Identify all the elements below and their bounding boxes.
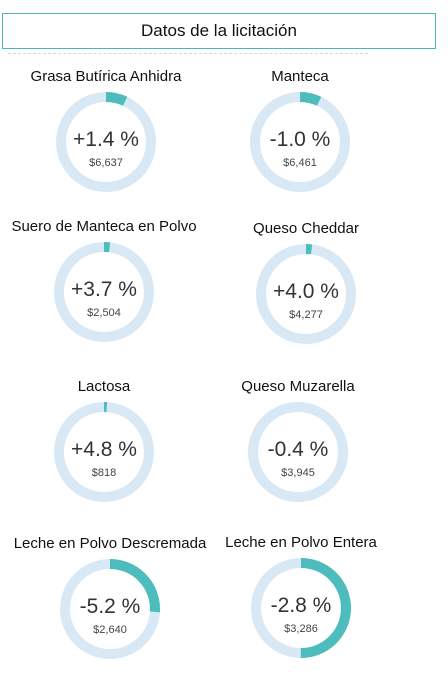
donut-ring xyxy=(56,92,156,192)
price-value: $2,504 xyxy=(87,307,121,319)
donut-ring xyxy=(250,92,350,192)
card-label: Suero de Manteca en Polvo xyxy=(11,218,197,235)
ring-track xyxy=(248,402,348,502)
change-percent: -0.4 % xyxy=(267,438,329,461)
donut-ring xyxy=(54,242,154,342)
ring-fill xyxy=(256,244,356,344)
card-queso-muzarella[interactable]: Queso Muzarella -0.4 % $3,945 xyxy=(198,378,398,528)
donut-ring xyxy=(248,402,348,502)
card-lactosa[interactable]: Lactosa +4.8 % $818 xyxy=(4,378,204,528)
ring-fill xyxy=(54,242,154,342)
change-percent: -5.2 % xyxy=(79,595,141,618)
card-manteca[interactable]: Manteca -1.0 % $6,461 xyxy=(200,68,400,218)
header-divider xyxy=(8,53,368,54)
price-value: $3,945 xyxy=(281,467,315,479)
change-percent: -1.0 % xyxy=(269,128,331,151)
card-label: Lactosa xyxy=(77,378,131,395)
card-label: Queso Muzarella xyxy=(241,378,355,395)
change-percent: -2.8 % xyxy=(270,594,332,617)
donut-ring xyxy=(251,558,351,658)
page-title: Datos de la licitación xyxy=(141,21,297,40)
donut-ring xyxy=(54,402,154,502)
change-percent: +4.0 % xyxy=(273,280,339,303)
price-value: $818 xyxy=(91,467,117,479)
change-percent: +4.8 % xyxy=(71,438,137,461)
price-value: $3,286 xyxy=(284,623,318,635)
card-label: Queso Cheddar xyxy=(253,220,359,237)
card-suero-manteca[interactable]: Suero de Manteca en Polvo +3.7 % $2,504 xyxy=(4,218,204,368)
change-percent: +1.4 % xyxy=(73,128,139,151)
card-label: Manteca xyxy=(271,68,329,85)
card-label: Leche en Polvo Entera xyxy=(225,534,377,551)
price-value: $2,640 xyxy=(93,624,127,636)
card-label: Leche en Polvo Descremada xyxy=(13,535,207,552)
ring-fill xyxy=(56,92,156,192)
price-value: $4,277 xyxy=(289,309,323,321)
page-title-box: Datos de la licitación xyxy=(2,13,436,49)
card-queso-cheddar[interactable]: Queso Cheddar +4.0 % $4,277 xyxy=(206,220,406,370)
ring-fill xyxy=(54,402,154,502)
ring-fill xyxy=(251,558,351,658)
ring-fill xyxy=(60,559,160,659)
card-label: Grasa Butírica Anhidra xyxy=(30,68,182,85)
price-value: $6,637 xyxy=(89,157,123,169)
ring-fill xyxy=(250,92,350,192)
price-value: $6,461 xyxy=(283,157,317,169)
card-leche-entera[interactable]: Leche en Polvo Entera -2.8 % $3,286 xyxy=(201,534,401,684)
card-grasa-butirica[interactable]: Grasa Butírica Anhidra +1.4 % $6,637 xyxy=(6,68,206,218)
change-percent: +3.7 % xyxy=(71,278,137,301)
donut-ring xyxy=(256,244,356,344)
card-leche-descremada[interactable]: Leche en Polvo Descremada -5.2 % $2,640 xyxy=(10,535,210,685)
donut-ring xyxy=(60,559,160,659)
